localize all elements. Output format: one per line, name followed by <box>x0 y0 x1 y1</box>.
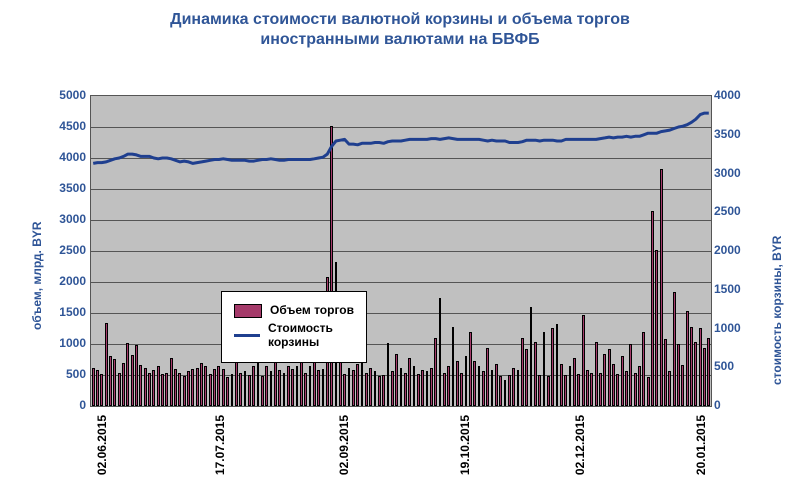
y-right-tick: 1500 <box>714 282 741 296</box>
y-left-tick: 0 <box>79 398 86 412</box>
y-left-tick: 4000 <box>59 150 86 164</box>
legend-swatch-bar <box>234 304 262 318</box>
y-left-tick: 4500 <box>59 119 86 133</box>
legend-label-bars: Объем торгов <box>270 304 354 318</box>
y-right-tick: 2000 <box>714 243 741 257</box>
x-tick: 20.01.2015 <box>694 415 708 475</box>
y-left-tick: 2000 <box>59 274 86 288</box>
y-right-tick: 1000 <box>714 321 741 335</box>
y-axis-left-label: объем, млрд. BYR <box>30 221 44 330</box>
title-line-1: Динамика стоимости валютной корзины и об… <box>0 10 800 30</box>
x-tick: 02.12.2015 <box>573 415 587 475</box>
legend-item-line: Стоимость корзины <box>234 322 354 350</box>
y-left-tick: 1000 <box>59 336 86 350</box>
y-left-tick: 1500 <box>59 305 86 319</box>
x-tick: 02.09.2015 <box>337 415 351 475</box>
y-right-tick: 0 <box>714 398 721 412</box>
y-left-tick: 500 <box>66 367 86 381</box>
y-axis-right-label: стоимость корзины, BYR <box>770 236 784 385</box>
y-right-tick: 500 <box>714 359 734 373</box>
chart-title: Динамика стоимости валютной корзины и об… <box>0 0 800 50</box>
y-right-tick: 3000 <box>714 166 741 180</box>
legend: Объем торгов Стоимость корзины <box>221 291 367 363</box>
y-left-tick: 5000 <box>59 88 86 102</box>
legend-swatch-line <box>234 334 260 337</box>
y-left-tick: 3500 <box>59 181 86 195</box>
legend-item-bars: Объем торгов <box>234 304 354 318</box>
x-tick: 02.06.2015 <box>95 415 109 475</box>
y-left-tick: 2500 <box>59 243 86 257</box>
plot-area: Объем торгов Стоимость корзины <box>90 95 712 407</box>
chart-container: Динамика стоимости валютной корзины и об… <box>0 0 800 502</box>
y-right-tick: 4000 <box>714 88 741 102</box>
title-line-2: иностранными валютами на БВФБ <box>0 30 800 50</box>
legend-label-line: Стоимость корзины <box>268 322 333 350</box>
line-series <box>91 96 711 406</box>
y-right-tick: 3500 <box>714 127 741 141</box>
x-tick: 17.07.2015 <box>213 415 227 475</box>
y-left-tick: 3000 <box>59 212 86 226</box>
y-right-tick: 2500 <box>714 204 741 218</box>
x-tick: 19.10.2015 <box>458 415 472 475</box>
